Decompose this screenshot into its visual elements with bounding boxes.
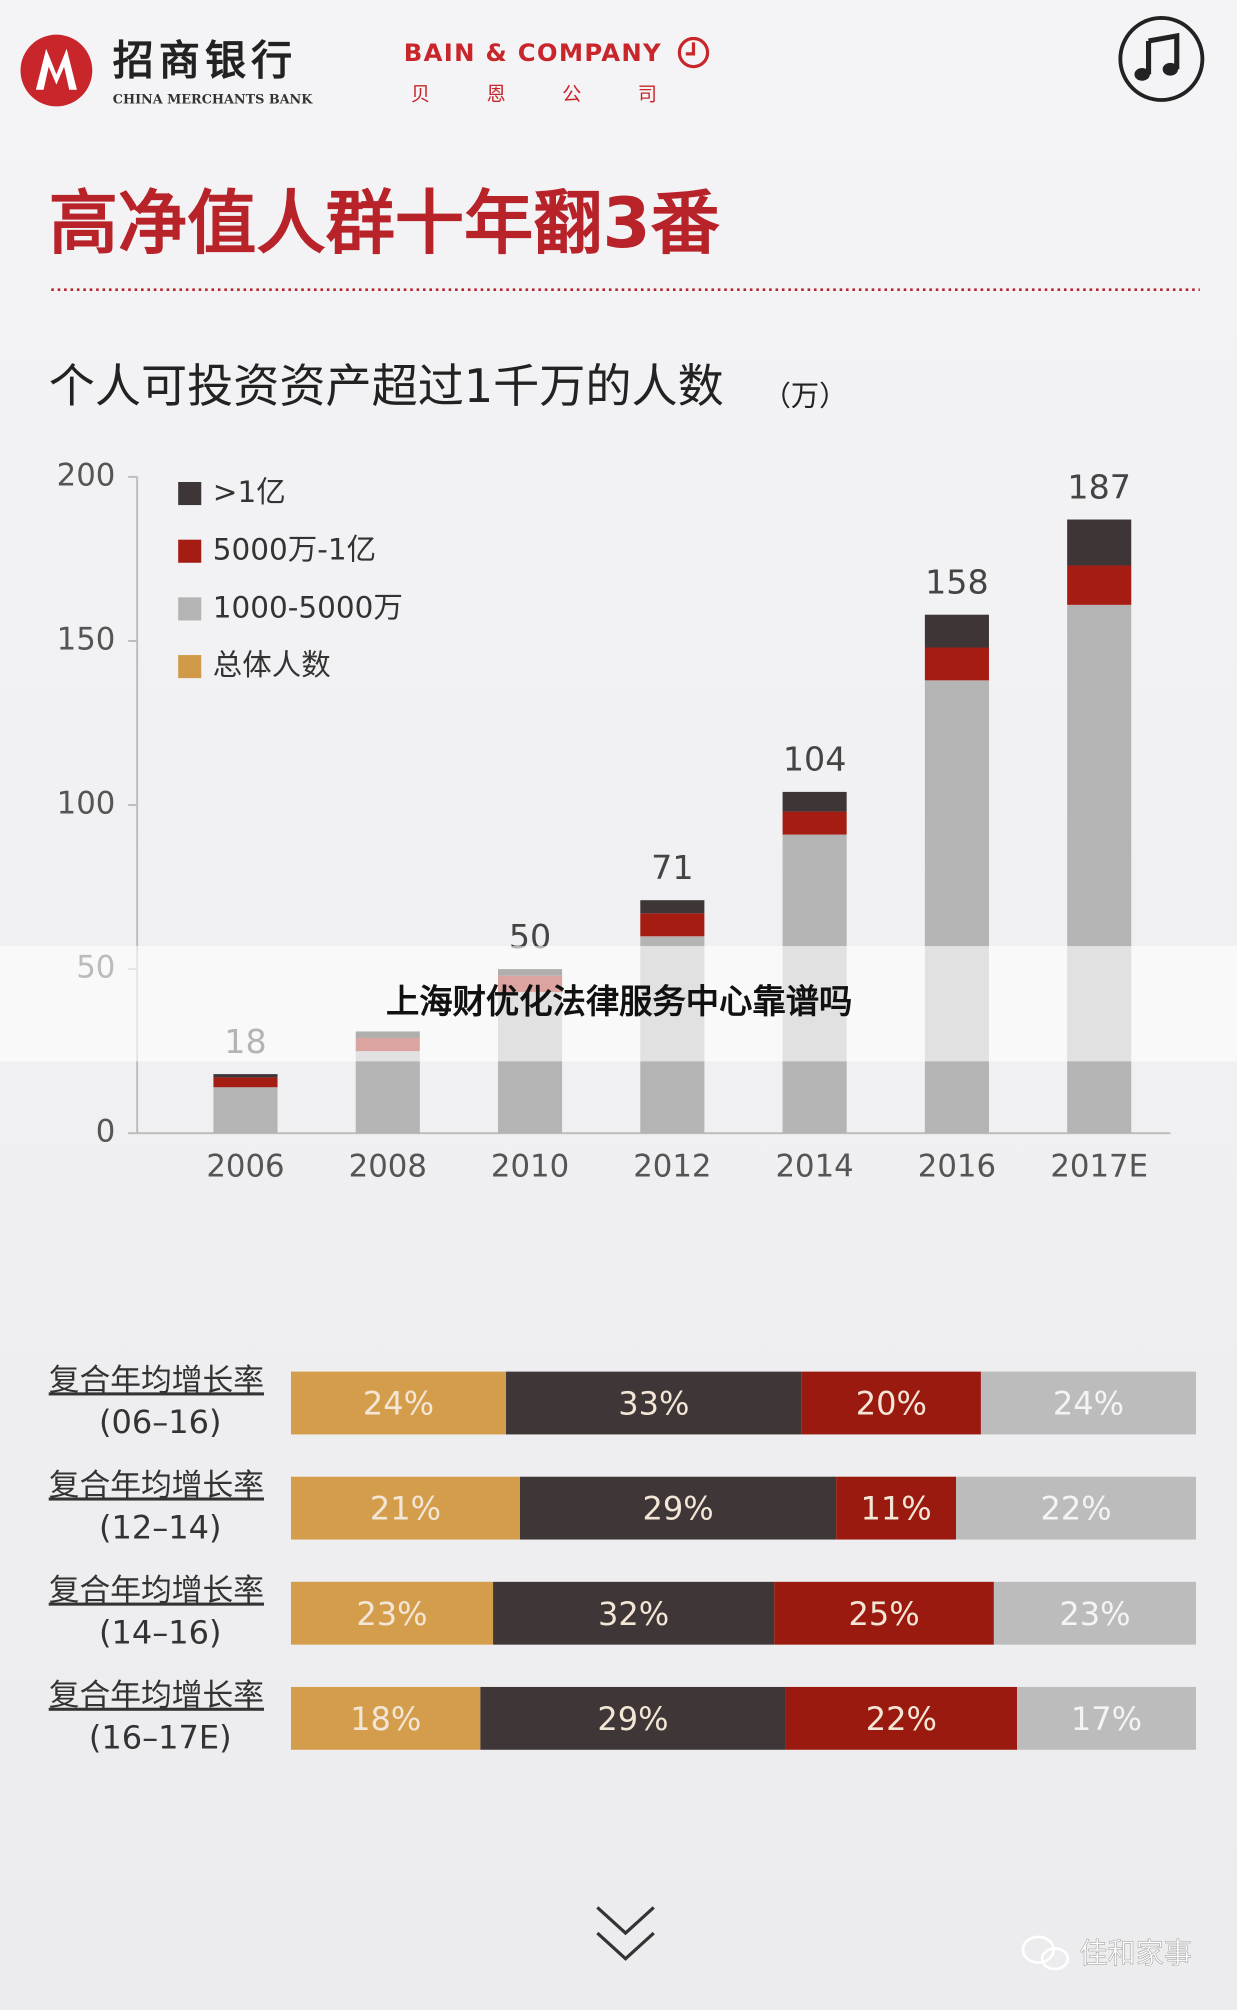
x-tick-label: 2014 xyxy=(775,1148,853,1184)
growth-segment xyxy=(980,1371,1196,1435)
scroll-down[interactable] xyxy=(596,1906,655,1961)
partner-name-cn: 恩 xyxy=(486,82,505,105)
x-tick-label: 2016 xyxy=(918,1148,996,1184)
chart-unit: （万） xyxy=(763,379,848,412)
total-label: 71 xyxy=(651,848,693,887)
partner-name-cn: 贝 xyxy=(411,82,430,105)
growth-label: 21% xyxy=(370,1490,441,1528)
growth-label: 24% xyxy=(1053,1385,1124,1423)
y-tick-label: 0 xyxy=(96,1114,116,1150)
music-button[interactable] xyxy=(1118,16,1205,102)
x-tick-label: 2006 xyxy=(206,1148,284,1184)
x-tick-label: 2017E xyxy=(1050,1148,1148,1184)
legend-label: >1亿 xyxy=(213,475,286,509)
x-tick-label: 2008 xyxy=(349,1148,427,1184)
chart-title: 个人可投资资产超过1千万的人数 xyxy=(49,359,724,413)
partner-logo xyxy=(677,36,710,69)
bar-segment xyxy=(213,1087,278,1134)
x-tick-label: 2010 xyxy=(491,1148,569,1184)
row-label: 复合年均增长率 xyxy=(49,1467,264,1503)
growth-label: 20% xyxy=(856,1385,927,1423)
chart: 0501001502002006182008201050201271201410… xyxy=(57,457,1171,1184)
legend-swatch xyxy=(178,655,202,679)
growth-segment xyxy=(480,1686,786,1750)
growth-label: 17% xyxy=(1071,1700,1142,1738)
bank-name: 招商银行 xyxy=(113,36,298,85)
row-period: (12–14) xyxy=(99,1508,222,1546)
total-label: 104 xyxy=(783,740,847,779)
bank-logo xyxy=(20,34,93,107)
growth-table: 复合年均增长率 (06–16) 24% 33% 20% 24% 复合年均增长率 (12–14)… xyxy=(49,1362,1196,1757)
legend-swatch xyxy=(178,481,202,506)
bar-segment xyxy=(213,1074,278,1078)
growth-label: 18% xyxy=(350,1700,421,1738)
bar-segment xyxy=(924,614,989,648)
row-period: (06–16) xyxy=(99,1403,222,1441)
overlay-band xyxy=(0,946,1237,1062)
legend-label: 总体人数 xyxy=(213,648,331,682)
growth-label: 29% xyxy=(642,1490,713,1528)
growth-segment xyxy=(290,1686,481,1750)
growth-label: 29% xyxy=(597,1700,668,1738)
growth-segment xyxy=(836,1476,957,1540)
bar-segment xyxy=(782,791,847,812)
bar-segment xyxy=(924,680,989,1134)
growth-segment xyxy=(785,1686,1018,1750)
growth-segment xyxy=(493,1581,775,1645)
growth-segment xyxy=(993,1581,1196,1645)
y-tick-label: 100 xyxy=(57,786,116,822)
bar-segment xyxy=(213,1077,278,1088)
growth-label: 22% xyxy=(1040,1490,1111,1528)
partner-name-cn: 公 xyxy=(562,82,581,105)
growth-segment xyxy=(506,1371,802,1435)
x-tick-label: 2012 xyxy=(633,1148,711,1184)
page-title: 高净值人群十年翻3番 xyxy=(49,184,721,264)
growth-segment xyxy=(774,1581,994,1645)
legend-label: 1000-5000万 xyxy=(213,590,403,624)
y-tick-label: 200 xyxy=(57,457,116,493)
bar-segment xyxy=(782,811,847,835)
total-label: 158 xyxy=(925,562,989,601)
growth-segment xyxy=(290,1581,494,1645)
bar-segment xyxy=(1067,565,1132,605)
row-label: 复合年均增长率 xyxy=(49,1362,264,1398)
growth-label: 24% xyxy=(363,1385,434,1423)
legend-swatch xyxy=(178,597,202,621)
watermark: 佳和家事 xyxy=(1079,1937,1192,1970)
row-label: 复合年均增长率 xyxy=(49,1678,264,1714)
overlay-text: 上海财优化法律服务中心靠谱吗 xyxy=(386,982,852,1021)
legend-label: 5000万-1亿 xyxy=(213,533,376,567)
growth-label: 23% xyxy=(356,1595,427,1633)
growth-label: 22% xyxy=(866,1700,937,1738)
legend-swatch xyxy=(178,539,202,563)
growth-label: 33% xyxy=(618,1385,689,1423)
growth-segment xyxy=(801,1371,981,1435)
partner-name: BAIN & COMPANY xyxy=(404,38,662,67)
bar-segment xyxy=(355,1051,420,1134)
growth-segment xyxy=(290,1476,520,1540)
total-label: 187 xyxy=(1067,467,1131,506)
bar-segment xyxy=(640,913,705,937)
y-tick-label: 150 xyxy=(57,621,116,657)
bar-segment xyxy=(924,647,989,681)
wechat-icon xyxy=(1021,1935,1070,1971)
growth-label: 25% xyxy=(848,1595,919,1633)
bank-name-en: CHINA MERCHANTS BANK xyxy=(113,93,313,108)
bar-segment xyxy=(1067,519,1132,566)
growth-segment xyxy=(519,1476,837,1540)
growth-label: 32% xyxy=(598,1595,669,1633)
bar-segment xyxy=(640,900,705,914)
row-period: (14–16) xyxy=(99,1613,222,1651)
row-period: (16–17E) xyxy=(89,1719,232,1757)
growth-label: 11% xyxy=(861,1490,932,1528)
growth-segment xyxy=(1017,1686,1196,1750)
growth-label: 23% xyxy=(1059,1595,1130,1633)
partner-name-cn: 司 xyxy=(638,82,657,105)
row-label: 复合年均增长率 xyxy=(49,1573,264,1609)
growth-segment xyxy=(290,1371,507,1435)
growth-segment xyxy=(956,1476,1196,1540)
